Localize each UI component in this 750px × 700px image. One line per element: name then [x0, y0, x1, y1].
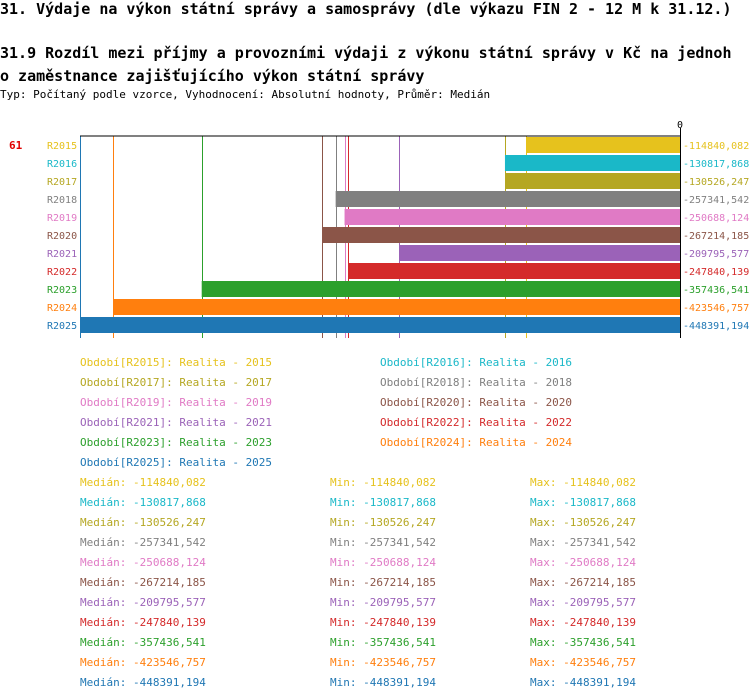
stat-min: Min: -357436,541 [330, 636, 436, 649]
stat-max: Max: -267214,185 [530, 576, 636, 589]
stat-median: Medián: -250688,124 [80, 556, 206, 569]
rank-label: 61 [9, 139, 23, 152]
stat-max: Max: -247840,139 [530, 616, 636, 629]
bar-R2017 [505, 173, 680, 189]
legend-item: Období[R2017]: Realita - 2017 [80, 376, 273, 389]
value-label: -257341,542 [683, 195, 749, 206]
stat-median: Medián: -257341,542 [80, 536, 206, 549]
bar-R2023 [201, 281, 680, 297]
bar-R2025 [80, 317, 680, 333]
stat-median: Medián: -114840,082 [80, 476, 206, 489]
value-label: -114840,082 [683, 141, 749, 152]
zero-tick-label: 0 [677, 120, 683, 131]
category-label: R2015 [47, 141, 77, 152]
value-label: -267214,185 [683, 231, 749, 242]
stat-max: Max: -357436,541 [530, 636, 636, 649]
value-label: -250688,124 [683, 213, 749, 224]
value-label: -247840,139 [683, 267, 749, 278]
bar-R2015 [526, 137, 680, 153]
stat-median: Medián: -130526,247 [80, 516, 206, 529]
stat-min: Min: -257341,542 [330, 536, 436, 549]
stat-min: Min: -114840,082 [330, 476, 436, 489]
stat-max: Max: -423546,757 [530, 656, 636, 669]
chart-type-line: Typ: Počítaný podle vzorce, Vyhodnocení:… [0, 88, 491, 101]
bar-R2022 [348, 263, 680, 279]
stat-median: Medián: -209795,577 [80, 596, 206, 609]
stat-median: Medián: -448391,194 [80, 676, 206, 689]
bar-R2021 [399, 245, 680, 261]
category-label: R2023 [47, 285, 77, 296]
stat-min: Min: -130526,247 [330, 516, 436, 529]
stat-max: Max: -448391,194 [530, 676, 636, 689]
chart-subtitle-line-1: 31.9 Rozdíl mezi příjmy a provozními výd… [0, 44, 732, 62]
legend-item: Období[R2015]: Realita - 2015 [80, 356, 273, 369]
category-label: R2018 [47, 195, 77, 206]
legend-item: Období[R2025]: Realita - 2025 [80, 456, 273, 469]
stat-median: Medián: -247840,139 [80, 616, 206, 629]
stat-min: Min: -423546,757 [330, 656, 436, 669]
bar-chart: 0 61 R2015 -114840,082 R2016 -130817,868 R2017… [9, 120, 749, 338]
stat-min: Min: -250688,124 [330, 556, 436, 569]
category-label: R2019 [47, 213, 77, 224]
stat-min: Min: -448391,194 [330, 676, 436, 689]
stat-max: Max: -114840,082 [530, 476, 636, 489]
chart-title: 31. Výdaje na výkon státní správy a samo… [0, 0, 732, 18]
stat-min: Min: -209795,577 [330, 596, 436, 609]
stat-max: Max: -250688,124 [530, 556, 636, 569]
stat-max: Max: -257341,542 [530, 536, 636, 549]
chart-subtitle: 31.9 Rozdíl mezi příjmy a provozními výd… [0, 42, 732, 88]
bar-R2019 [344, 209, 680, 225]
value-label: -423546,757 [683, 303, 749, 314]
legend-item: Období[R2021]: Realita - 2021 [80, 416, 273, 429]
value-label: -209795,577 [683, 249, 749, 260]
category-label: R2016 [47, 159, 77, 170]
value-label: -130817,868 [683, 159, 749, 170]
legend-item: Období[R2018]: Realita - 2018 [380, 376, 573, 389]
stat-median: Medián: -267214,185 [80, 576, 206, 589]
value-label: -357436,541 [683, 285, 749, 296]
stat-max: Max: -209795,577 [530, 596, 636, 609]
category-label: R2017 [47, 177, 77, 188]
stat-median: Medián: -130817,868 [80, 496, 206, 509]
stat-min: Min: -267214,185 [330, 576, 436, 589]
chart-subtitle-line-2: o zaměstnance zajišťujícího výkon státní… [0, 67, 425, 85]
category-label: R2024 [47, 303, 77, 314]
bar-R2020 [322, 227, 680, 243]
category-label: R2022 [47, 267, 77, 278]
stat-min: Min: -130817,868 [330, 496, 436, 509]
legend-item: Období[R2022]: Realita - 2022 [380, 416, 573, 429]
category-label: R2025 [47, 321, 77, 332]
bar-R2016 [504, 155, 680, 171]
legend-item: Období[R2019]: Realita - 2019 [80, 396, 273, 409]
category-label: R2020 [47, 231, 77, 242]
stat-max: Max: -130817,868 [530, 496, 636, 509]
category-label: R2021 [47, 249, 77, 260]
value-label: -130526,247 [683, 177, 749, 188]
legend-item: Období[R2023]: Realita - 2023 [80, 436, 273, 449]
stat-median: Medián: -423546,757 [80, 656, 206, 669]
stat-min: Min: -247840,139 [330, 616, 436, 629]
stat-max: Max: -130526,247 [530, 516, 636, 529]
legend-item: Období[R2016]: Realita - 2016 [380, 356, 573, 369]
stat-median: Medián: -357436,541 [80, 636, 206, 649]
value-label: -448391,194 [683, 321, 749, 332]
bar-R2018 [335, 191, 680, 207]
legend-item: Období[R2020]: Realita - 2020 [380, 396, 573, 409]
legend-item: Období[R2024]: Realita - 2024 [380, 436, 573, 449]
bar-R2024 [113, 299, 681, 315]
